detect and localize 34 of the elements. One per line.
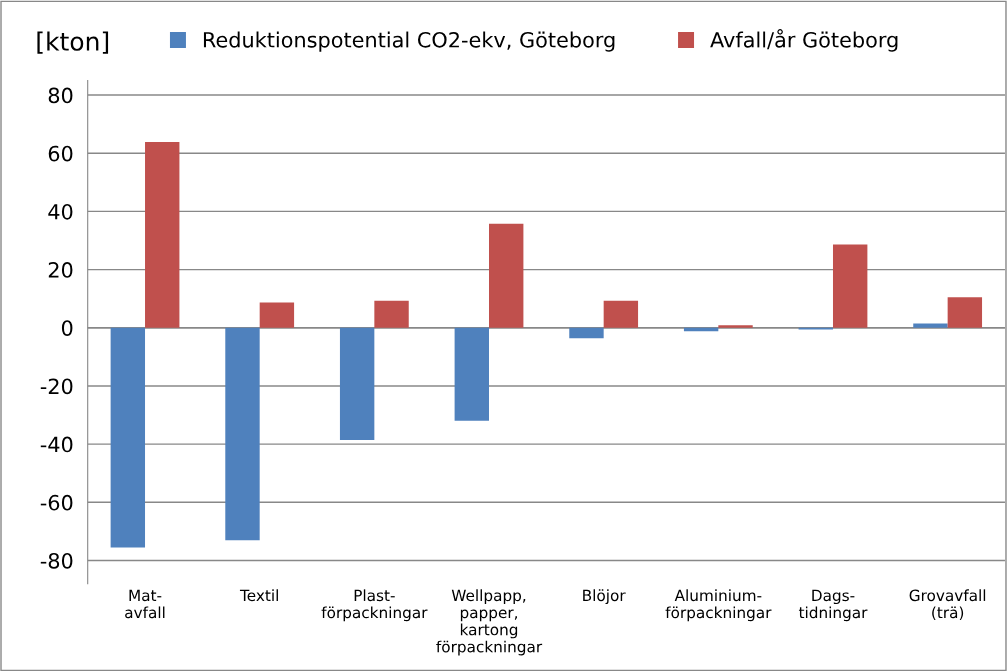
y-tick-label: -60 — [40, 494, 73, 511]
y-tick-label: -80 — [40, 552, 73, 569]
y-tick-label: 40 — [48, 203, 73, 220]
y-tick-label: 0 — [61, 320, 73, 336]
x-tick-label: Wellpapp, papper, kartong förpackningar — [436, 589, 543, 656]
bar — [913, 323, 948, 328]
y-tick-label: 20 — [48, 262, 73, 278]
x-tick-label: Aluminium- förpackningar — [665, 589, 772, 622]
bar — [603, 300, 639, 328]
y-axis-title: [kton] — [37, 31, 109, 54]
bar — [832, 244, 868, 328]
y-tick-label: 60 — [48, 145, 73, 162]
y-tick-label: -40 — [40, 436, 73, 453]
bar — [225, 327, 260, 541]
x-tick-label: Mat- avfall — [125, 589, 165, 619]
bar — [374, 300, 409, 328]
bar — [110, 327, 146, 548]
bar — [259, 302, 295, 328]
x-tick-label: Blöjor — [583, 589, 626, 605]
x-tick-label: Plast- förpackningar — [321, 589, 428, 622]
legend-label: Reduktionspotential CO2-ekv, Göteborg — [203, 31, 615, 52]
bar — [947, 297, 983, 328]
x-tick-label: Grovavfall (trä) — [909, 589, 986, 621]
bar — [489, 223, 524, 328]
legend-label: Avfall/år Göteborg — [710, 29, 898, 52]
y-tick-label: 80 — [48, 87, 73, 104]
x-tick-label: Dags- tidningar — [798, 589, 868, 622]
bar — [718, 325, 753, 328]
bar — [569, 327, 604, 339]
bar — [454, 327, 490, 421]
y-tick-label: -20 — [40, 378, 73, 395]
bar — [145, 141, 180, 328]
x-tick-label: Textil — [239, 589, 278, 602]
bar — [339, 327, 375, 441]
